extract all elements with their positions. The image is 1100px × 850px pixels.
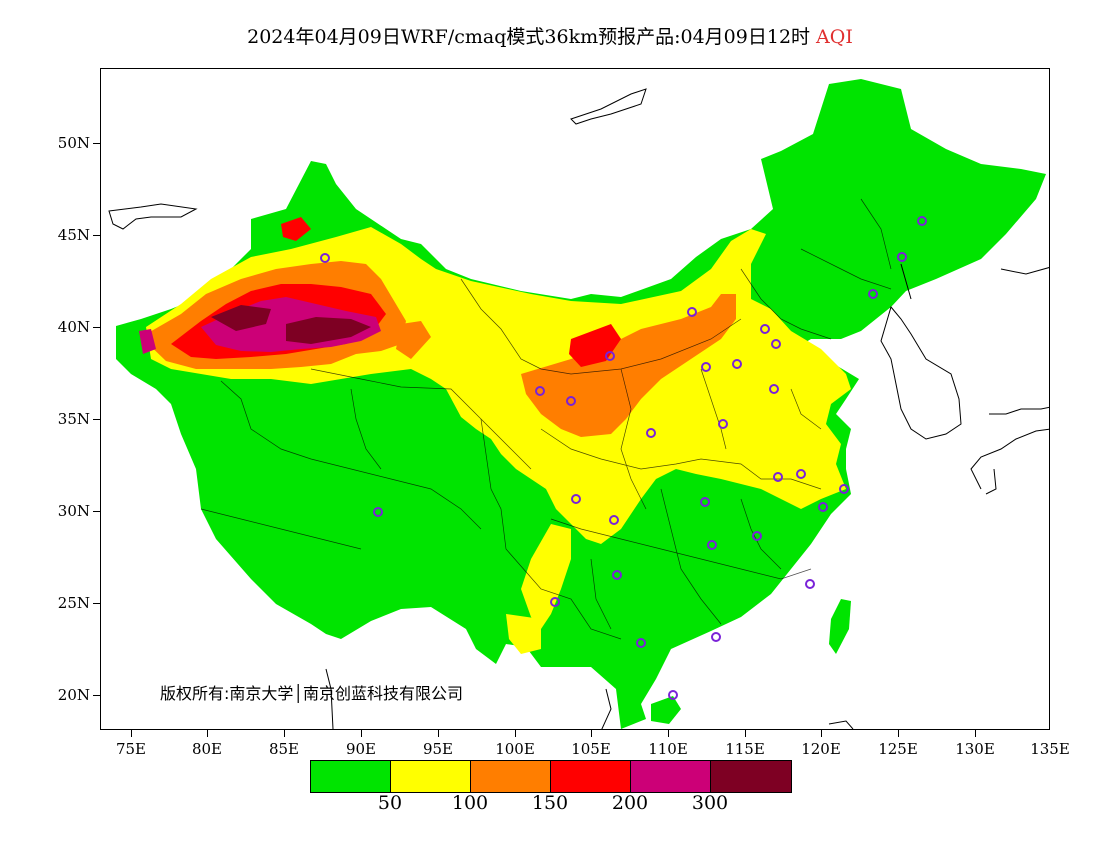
- lon-tick: [668, 730, 669, 737]
- lat-label-25n: 25N: [57, 594, 90, 612]
- legend-swatch-4: [551, 761, 631, 792]
- legend-label-150: 150: [531, 792, 569, 814]
- map-title: 2024年04月09日WRF/cmaq模式36km预报产品:04月09日12时 A…: [0, 22, 1100, 49]
- lat-label-45n: 45N: [57, 226, 90, 244]
- lon-tick: [131, 730, 132, 737]
- lat-label-35n: 35N: [57, 410, 90, 428]
- lon-label-135e: 135E: [1030, 740, 1070, 758]
- russia-coastline: [570, 88, 1049, 300]
- lon-label-85e: 85E: [268, 740, 300, 758]
- orange-zone-inner-mongolia: [396, 321, 431, 359]
- lon-tick: [207, 730, 208, 737]
- taiwan-green: [829, 599, 851, 654]
- lon-tick: [975, 730, 976, 737]
- lon-tick: [284, 730, 285, 737]
- map-canvas: [108, 79, 1049, 729]
- lon-tick: [898, 730, 899, 737]
- lon-label-130e: 130E: [955, 740, 995, 758]
- lat-label-40n: 40N: [57, 318, 90, 336]
- purple-zone-west: [139, 329, 156, 354]
- legend-label-300: 300: [691, 792, 729, 814]
- maroon-zone-2: [286, 317, 371, 344]
- lat-tick: [93, 235, 100, 236]
- lon-label-120e: 120E: [801, 740, 841, 758]
- lon-label-100e: 100E: [495, 740, 535, 758]
- lon-tick: [438, 730, 439, 737]
- lon-label-95e: 95E: [422, 740, 454, 758]
- red-zone-small: [281, 217, 311, 241]
- lon-tick: [745, 730, 746, 737]
- red-zone-north-china: [569, 324, 621, 367]
- lon-tick: [821, 730, 822, 737]
- japan-coastline: [970, 406, 1049, 495]
- lat-tick: [93, 327, 100, 328]
- lat-tick: [93, 419, 100, 420]
- lon-label-105e: 105E: [571, 740, 611, 758]
- legend-swatch-2: [391, 761, 471, 792]
- title-variable: AQI: [816, 26, 853, 48]
- aqi-map: [100, 68, 1050, 730]
- lon-label-125e: 125E: [878, 740, 918, 758]
- legend-swatch-1: [311, 761, 391, 792]
- lon-label-90e: 90E: [345, 740, 377, 758]
- lon-label-80e: 80E: [191, 740, 223, 758]
- maroon-zone-1: [211, 305, 271, 331]
- lat-tick: [93, 143, 100, 144]
- lon-tick: [361, 730, 362, 737]
- sea-coastline-south: [325, 668, 854, 729]
- copyright-text: 版权所有:南京大学│南京创蓝科技有限公司: [160, 684, 464, 703]
- lon-tick: [515, 730, 516, 737]
- aqi-color-legend: [310, 760, 792, 793]
- lon-label-110e: 110E: [648, 740, 688, 758]
- lon-tick: [591, 730, 592, 737]
- lat-label-20n: 20N: [57, 686, 90, 704]
- legend-label-200: 200: [611, 792, 649, 814]
- lon-label-115e: 115E: [725, 740, 765, 758]
- lat-label-50n: 50N: [57, 134, 90, 152]
- province-boundaries: [200, 198, 892, 640]
- station-markers: [320, 216, 927, 700]
- lat-label-30n: 30N: [57, 502, 90, 520]
- legend-swatch-3: [471, 761, 551, 792]
- legend-label-100: 100: [451, 792, 489, 814]
- title-main: 2024年04月09日WRF/cmaq模式36km预报产品:04月09日12时: [247, 26, 811, 48]
- lat-tick: [93, 511, 100, 512]
- legend-swatch-5: [631, 761, 711, 792]
- yellow-zone-south: [521, 524, 571, 629]
- hainan-green: [651, 696, 681, 724]
- korea-coastline: [880, 305, 962, 440]
- lon-label-75e: 75E: [115, 740, 147, 758]
- kazakhstan-coastline: [108, 203, 198, 230]
- legend-label-50: 50: [377, 792, 403, 814]
- lat-tick: [93, 695, 100, 696]
- lat-tick: [93, 603, 100, 604]
- yellow-zone-yunnan: [506, 614, 541, 654]
- legend-swatch-6: [711, 761, 791, 792]
